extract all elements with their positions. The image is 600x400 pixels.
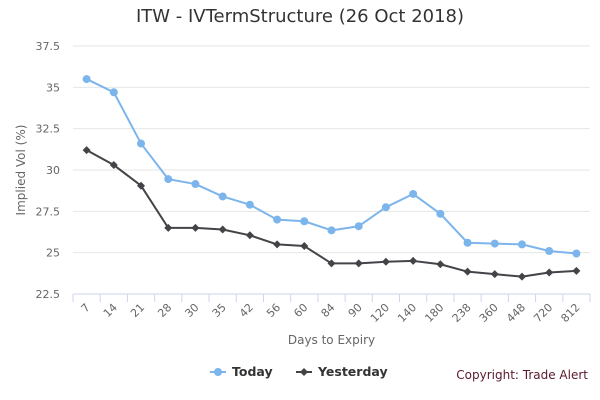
data-point-yesterday	[463, 267, 472, 276]
data-point-today	[490, 239, 499, 248]
data-point-today	[545, 247, 554, 256]
y-tick-label: 30	[46, 164, 60, 177]
data-point-yesterday	[82, 146, 91, 155]
chart-title: ITW - IVTermStructure (26 Oct 2018)	[135, 6, 465, 27]
data-point-yesterday	[409, 256, 418, 265]
legend-label-yesterday: Yesterday	[318, 364, 388, 379]
y-tick-label: 35	[46, 81, 60, 94]
y-tick-label: 37.5	[36, 40, 61, 53]
data-point-yesterday	[354, 259, 363, 268]
data-point-today	[137, 139, 146, 148]
x-tick-label: 238	[450, 301, 474, 325]
data-point-today	[164, 175, 173, 184]
x-tick-label: 720	[531, 301, 555, 325]
data-point-today	[572, 249, 581, 258]
legend-item-yesterday[interactable]: Yesterday	[296, 364, 388, 379]
data-point-today	[245, 200, 254, 209]
data-point-today	[218, 192, 227, 201]
data-point-yesterday	[327, 259, 336, 268]
y-tick-label: 25	[46, 247, 60, 260]
data-point-today	[273, 215, 282, 224]
y-tick-label: 22.5	[36, 288, 61, 301]
data-point-yesterday	[218, 225, 227, 234]
data-point-today	[109, 88, 118, 97]
x-tick-label: 14	[101, 301, 120, 320]
data-point-yesterday	[273, 240, 282, 249]
data-point-yesterday	[436, 260, 445, 269]
x-tick-label: 360	[477, 301, 501, 325]
data-point-today	[300, 217, 309, 226]
data-point-yesterday	[545, 268, 554, 277]
x-tick-label: 35	[210, 301, 229, 320]
data-point-today	[191, 180, 200, 189]
data-point-today	[82, 75, 91, 84]
x-tick-label: 60	[291, 301, 310, 320]
x-tick-label: 28	[155, 301, 174, 320]
legend-item-today[interactable]: Today	[210, 364, 273, 379]
x-tick-label: 84	[319, 301, 338, 320]
legend-label-today: Today	[232, 364, 273, 379]
data-point-yesterday	[164, 223, 173, 232]
data-point-today	[327, 226, 336, 235]
data-point-today	[463, 238, 472, 247]
x-tick-label: 180	[422, 301, 446, 325]
x-tick-label: 56	[264, 301, 283, 320]
y-axis-title: Implied Vol (%)	[14, 125, 28, 216]
copyright-text: Copyright: Trade Alert	[456, 368, 588, 382]
data-point-today	[381, 203, 390, 212]
x-tick-label: 21	[128, 301, 147, 320]
legend-yesterday-marker	[296, 367, 312, 376]
data-point-yesterday	[490, 270, 499, 279]
data-point-today	[517, 240, 526, 249]
data-point-yesterday	[300, 242, 309, 251]
x-tick-label: 448	[504, 301, 528, 325]
x-tick-label: 30	[182, 301, 201, 320]
y-tick-label: 32.5	[36, 123, 61, 136]
data-point-today	[436, 209, 445, 218]
data-point-yesterday	[517, 272, 526, 281]
data-point-yesterday	[245, 231, 254, 240]
x-tick-label: 90	[346, 301, 365, 320]
legend-today-marker	[210, 367, 226, 376]
x-tick-label: 812	[558, 301, 582, 325]
x-tick-label: 42	[237, 301, 256, 320]
data-point-yesterday	[381, 257, 390, 266]
y-tick-label: 27.5	[36, 205, 61, 218]
data-point-yesterday	[572, 266, 581, 275]
data-point-yesterday	[191, 223, 200, 232]
x-tick-label: 140	[395, 301, 419, 325]
x-tick-label: 7	[79, 301, 93, 315]
data-point-today	[409, 189, 418, 198]
x-axis-title: Days to Expiry	[288, 333, 375, 347]
data-point-yesterday	[137, 181, 146, 190]
data-point-today	[354, 222, 363, 231]
data-point-yesterday	[109, 161, 118, 170]
legend: Today Yesterday	[0, 364, 600, 384]
x-tick-label: 120	[368, 301, 392, 325]
